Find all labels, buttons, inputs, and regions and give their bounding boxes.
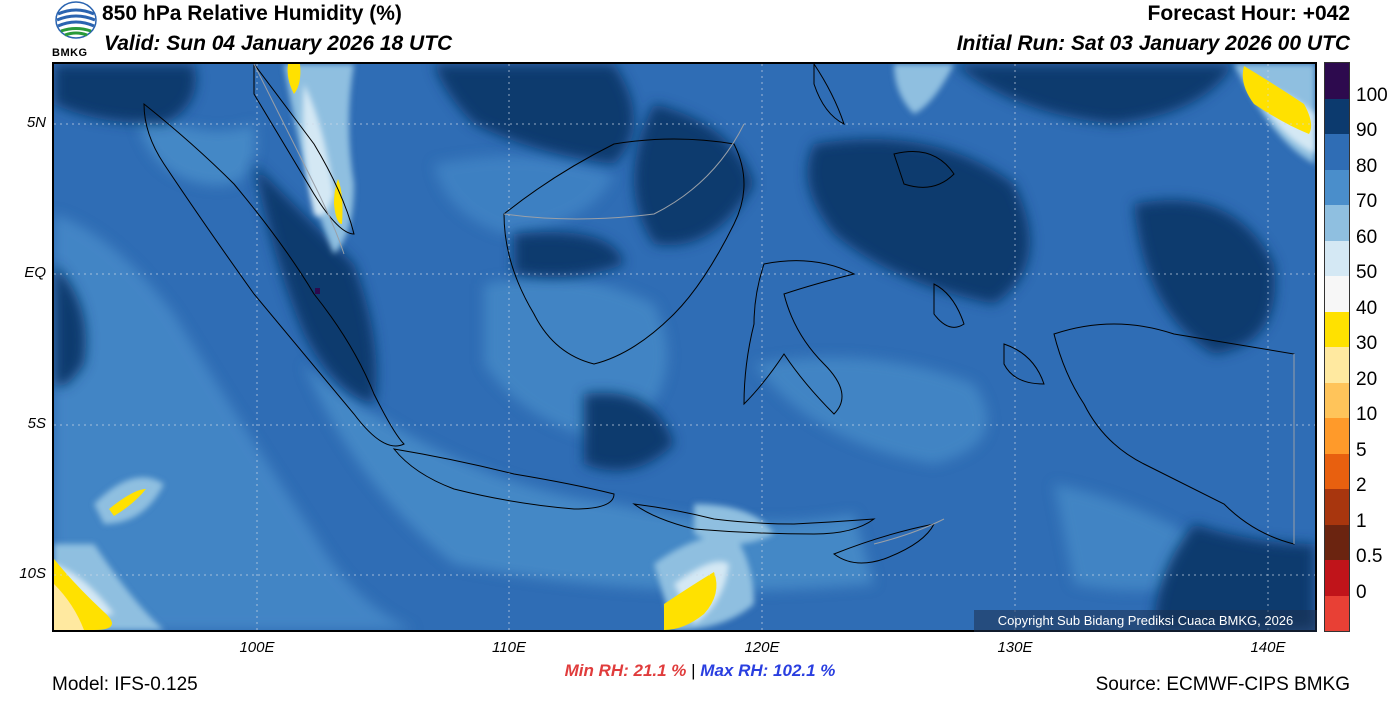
colorbar xyxy=(1324,62,1350,632)
lon-label-100e: 100E xyxy=(239,639,275,656)
colorbar-label: 50 xyxy=(1356,262,1378,283)
logo-text: BMKG xyxy=(52,47,88,59)
lon-label-140e: 140E xyxy=(1250,639,1286,656)
colorbar-segment xyxy=(1325,98,1349,134)
min-rh: Min RH: 21.1 % xyxy=(564,661,687,680)
initial-run: Initial Run: Sat 03 January 2026 00 UTC xyxy=(956,32,1350,55)
colorbar-segment xyxy=(1325,560,1349,596)
colorbar-segment xyxy=(1325,347,1349,383)
colorbar-label: 100 xyxy=(1356,84,1388,106)
copyright-note: Copyright Sub Bidang Prediksi Cuaca BMKG… xyxy=(974,610,1317,632)
model-label: Model: IFS-0.125 xyxy=(52,674,198,695)
colorbar-segment xyxy=(1325,595,1349,631)
lat-label-eq: EQ xyxy=(24,264,46,281)
forecast-hour: Forecast Hour: +042 xyxy=(1147,2,1351,25)
colorbar-segment xyxy=(1325,276,1349,312)
colorbar-label: 0.5 xyxy=(1356,546,1383,567)
colorbar-segment xyxy=(1325,382,1349,418)
colorbar-segment xyxy=(1325,240,1349,276)
lon-label-130e: 130E xyxy=(997,639,1033,656)
colorbar-label: 1 xyxy=(1356,510,1367,532)
colorbar-segment xyxy=(1325,205,1349,241)
lat-label-5n: 5N xyxy=(26,114,46,131)
humidity-map-svg xyxy=(54,64,1315,630)
bmkg-logo xyxy=(52,0,100,62)
chart-title: 850 hPa Relative Humidity (%) xyxy=(102,2,402,25)
lon-label-120e: 120E xyxy=(744,639,780,656)
colorbar-segment xyxy=(1325,453,1349,489)
valid-time: Valid: Sun 04 January 2026 18 UTC xyxy=(104,32,453,55)
colorbar-label: 5 xyxy=(1356,439,1367,461)
min-max-separator: | xyxy=(686,661,701,680)
colorbar-label: 90 xyxy=(1356,120,1378,141)
lat-label-10s: 10S xyxy=(19,565,46,582)
colorbar-label: 20 xyxy=(1356,368,1378,390)
colorbar-label: 80 xyxy=(1356,155,1378,177)
min-max-rh: Min RH: 21.1 % | Max RH: 102.1 % xyxy=(0,661,1400,681)
colorbar-segment xyxy=(1325,489,1349,525)
colorbar-segment xyxy=(1325,63,1349,99)
colorbar-segment xyxy=(1325,311,1349,347)
humidity-map xyxy=(52,62,1317,632)
lat-label-5s: 5S xyxy=(27,415,46,432)
colorbar-segment xyxy=(1325,169,1349,205)
colorbar-label: 60 xyxy=(1356,226,1378,248)
colorbar-label: 2 xyxy=(1356,475,1367,496)
colorbar-segment xyxy=(1325,134,1349,170)
lon-label-110e: 110E xyxy=(492,639,526,656)
colorbar-label: 0 xyxy=(1356,581,1367,603)
colorbar-label: 30 xyxy=(1356,333,1378,354)
source-label: Source: ECMWF-CIPS BMKG xyxy=(1095,674,1350,695)
colorbar-label: 40 xyxy=(1356,297,1378,319)
colorbar-label: 10 xyxy=(1356,404,1378,425)
max-rh: Max RH: 102.1 % xyxy=(700,661,836,680)
colorbar-label: 70 xyxy=(1356,191,1378,212)
colorbar-segment xyxy=(1325,418,1349,454)
colorbar-segment xyxy=(1325,524,1349,560)
